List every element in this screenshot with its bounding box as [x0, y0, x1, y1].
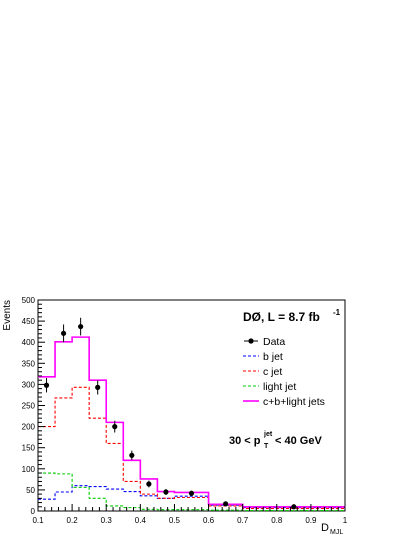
y-tick-label: 300 — [22, 380, 36, 389]
data-point — [78, 323, 84, 330]
y-tick-label: 500 — [22, 296, 36, 305]
y-tick-label: 200 — [22, 423, 36, 432]
x-tick-label: 0.8 — [271, 516, 283, 525]
y-tick-label: 400 — [22, 338, 36, 347]
data-point — [163, 489, 169, 495]
data-point — [146, 481, 152, 487]
data-point — [188, 490, 195, 496]
data-point — [43, 382, 50, 388]
x-axis-label-sub: MJL — [330, 529, 343, 536]
y-tick-label: 350 — [22, 359, 36, 368]
legend-swatch-marker — [248, 338, 254, 344]
y-tick-label: 250 — [22, 402, 36, 411]
x-tick-label: 0.4 — [135, 516, 147, 525]
x-tick-label: 0.5 — [169, 516, 181, 525]
experiment-title-sup: -1 — [333, 308, 341, 317]
x-tick-label: 1 — [343, 516, 348, 525]
y-tick-label: 150 — [22, 444, 36, 453]
y-tick-label: 50 — [26, 486, 35, 495]
x-axis-label: D MJL — [321, 522, 343, 536]
legend-label: light jet — [263, 381, 296, 393]
y-tick-label: 100 — [22, 465, 36, 474]
experiment-title: DØ, L = 8.7 fb — [243, 310, 320, 324]
cut-sub: T — [264, 443, 269, 450]
experiment-annotation: DØ, L = 8.7 fb -1 — [243, 308, 341, 324]
x-axis-label-main: D — [321, 522, 329, 534]
x-tick-label: 0.6 — [203, 516, 215, 525]
cut-suffix: < 40 GeV — [275, 435, 322, 447]
histogram-layer — [38, 336, 345, 512]
data-points-layer — [43, 317, 297, 510]
series-line-c-b-light-jets — [38, 336, 345, 508]
series-line-b-jet — [38, 485, 345, 509]
x-tick-label: 0.9 — [305, 516, 317, 525]
cut-annotation: 30 < p jet T < 40 GeV — [229, 431, 322, 450]
data-point — [95, 384, 101, 390]
x-tick-label: 0.2 — [67, 516, 79, 525]
y-axis-label: Events — [2, 300, 13, 331]
y-tick-label: 0 — [31, 507, 36, 516]
x-tick-label: 0.1 — [32, 516, 44, 525]
x-tick-label: 0.3 — [101, 516, 113, 525]
axis-layer: 0 50 100 150 200 250 300 350 400 450 500 0.1 0.2 0.3 0… — [22, 296, 348, 525]
cut-prefix: 30 < p — [229, 435, 261, 447]
cut-sup: jet — [263, 431, 273, 438]
y-tick-label: 450 — [22, 317, 36, 326]
legend-label: b jet — [263, 351, 283, 363]
x-tick-label: 0.7 — [237, 516, 249, 525]
data-point — [112, 424, 118, 430]
legend-label: Data — [263, 336, 285, 348]
data-point — [223, 501, 229, 507]
data-point — [291, 504, 297, 510]
data-point — [60, 330, 67, 336]
data-point — [129, 452, 135, 458]
legend-label: c+b+light jets — [263, 396, 325, 408]
legend-label: c jet — [263, 366, 282, 378]
legend: Data b jet c jet light jet c+b+light jets — [243, 336, 325, 408]
